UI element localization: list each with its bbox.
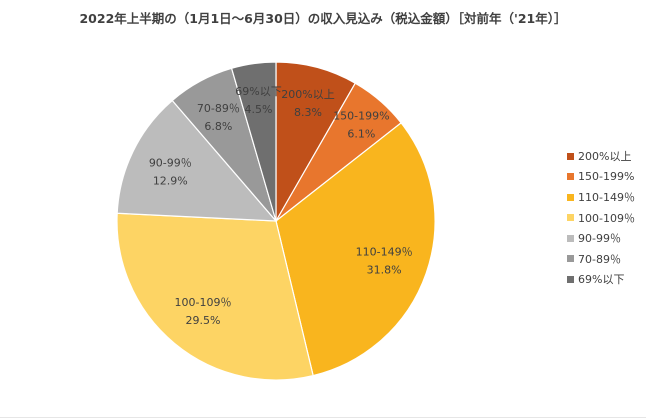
legend-item: 110-149％: [567, 187, 635, 208]
slice-category-label: 100-109％: [175, 296, 232, 309]
pie-slice: [116, 99, 278, 222]
legend-swatch: [567, 193, 574, 201]
legend-swatch: [567, 255, 574, 263]
slice-category-label: 70-89％: [197, 102, 240, 115]
legend-item: 70-89％: [567, 249, 635, 270]
slice-value-label: 6.8%: [204, 120, 232, 133]
legend-label: 100-109％: [578, 211, 635, 225]
legend-swatch: [567, 234, 574, 242]
legend-label: 90-99％: [578, 232, 621, 246]
slice-value-label: 12.9%: [153, 174, 188, 187]
slice-value-label: 29.5%: [186, 314, 221, 327]
slice-category-label: 150-199%: [333, 110, 389, 123]
slice-value-label: 4.5%: [245, 103, 273, 116]
chart-title: 2022年上半期の（1月1日～6月30日）の収入見込み（税込金額）［対前年（'2…: [79, 11, 567, 26]
slice-category-label: 110-149％: [356, 246, 413, 259]
slice-category-label: 69%以下: [235, 85, 281, 98]
legend-label: 69%以下: [578, 273, 625, 287]
slice-value-label: 6.1%: [347, 128, 375, 141]
legend-item: 90-99％: [567, 228, 635, 249]
legend-swatch: [567, 152, 574, 160]
legend-swatch: [567, 214, 574, 222]
slice-category-label: 90-99％: [149, 156, 192, 169]
slice-value-label: 31.8%: [367, 264, 402, 277]
legend-swatch: [567, 173, 574, 181]
legend-item: 69%以下: [567, 269, 635, 290]
legend-item: 150-199%: [567, 167, 635, 188]
legend-item: 100-109％: [567, 208, 635, 229]
legend: 200%以上 150-199% 110-149％ 100-109％ 90-99％ 70-8…: [567, 146, 635, 290]
slice-value-label: 8.3%: [294, 106, 322, 119]
legend-item: 200%以上: [567, 146, 635, 167]
pie-slice: [116, 212, 314, 381]
pie-slice: [230, 61, 277, 222]
legend-label: 150-199%: [578, 170, 635, 184]
legend-label: 110-149％: [578, 191, 635, 205]
legend-swatch: [567, 275, 574, 283]
legend-label: 200%以上: [578, 150, 632, 164]
slice-category-label: 200%以上: [281, 88, 334, 101]
legend-label: 70-89％: [578, 252, 621, 266]
pie-slice: [275, 122, 436, 377]
